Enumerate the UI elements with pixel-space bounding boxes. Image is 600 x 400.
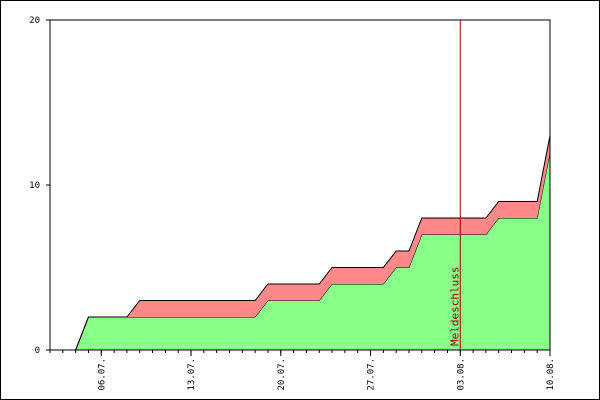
- y-tick-label: 20: [29, 16, 40, 26]
- x-tick-label: 06.07.: [97, 358, 107, 391]
- y-tick-label: 10: [29, 181, 40, 191]
- deadline-label: Meldeschluss: [448, 267, 461, 346]
- y-tick-label: 0: [35, 346, 40, 356]
- area: [50, 152, 550, 350]
- x-tick-label: 13.07.: [187, 358, 197, 391]
- x-tick-label: 03.08.: [456, 358, 466, 391]
- area-outline: [50, 135, 551, 351]
- x-tick-label: 20.07.: [277, 358, 287, 391]
- x-tick-label: 10.08.: [546, 358, 556, 391]
- x-tick-label: 27.07.: [367, 358, 377, 391]
